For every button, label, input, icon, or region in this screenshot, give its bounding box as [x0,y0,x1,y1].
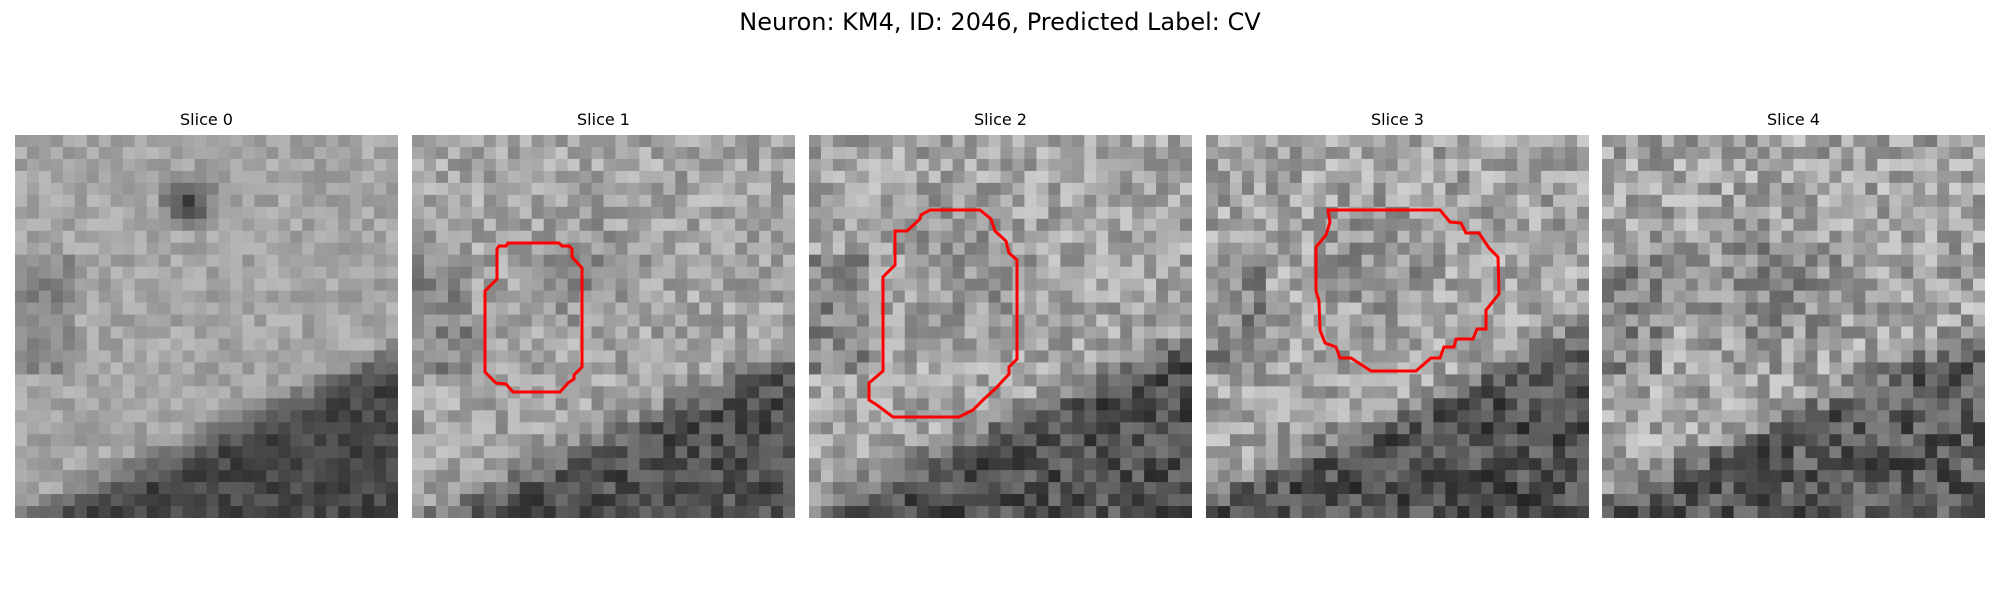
slice-panel-1: Slice 1 [412,108,795,522]
slice-title: Slice 0 [180,110,233,129]
slice-title: Slice 2 [974,110,1027,129]
pixel-grid [15,135,398,518]
cell-contour [483,241,584,394]
slice-panel-4: Slice 4 [1602,108,1985,522]
slice-title: Slice 1 [577,110,630,129]
slice-panel-0: Slice 0 [15,108,398,522]
pixel-grid [809,135,1192,518]
slice-image [15,135,398,518]
cell-contour [867,208,1019,419]
pixel-grid [1206,135,1589,518]
pixel-grid [412,135,795,518]
slice-title: Slice 3 [1371,110,1424,129]
slice-image [809,135,1192,518]
slice-image [1206,135,1589,518]
slice-panel-3: Slice 3 [1206,108,1589,522]
pixel-grid [1602,135,1985,518]
slice-image [412,135,795,518]
slice-title: Slice 4 [1767,110,1820,129]
slice-panel-2: Slice 2 [809,108,1192,522]
slice-image [1602,135,1985,518]
figure-title: Neuron: KM4, ID: 2046, Predicted Label: … [739,8,1261,36]
cell-contour [1314,208,1501,373]
